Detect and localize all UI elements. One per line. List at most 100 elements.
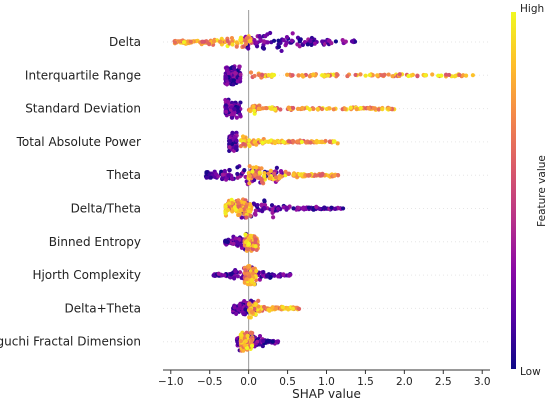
- shap-point: [300, 74, 306, 79]
- shap-point: [358, 105, 363, 111]
- shap-point: [470, 73, 475, 78]
- shap-point: [340, 206, 346, 211]
- shap-point: [274, 165, 279, 170]
- shap-point: [255, 339, 260, 344]
- shap-point: [262, 198, 267, 203]
- shap-point: [247, 181, 252, 186]
- shap-point: [235, 240, 241, 246]
- shap-point: [367, 72, 372, 78]
- shap-point: [300, 105, 305, 111]
- shap-point: [245, 35, 250, 40]
- shap-point: [289, 38, 294, 43]
- shap-point: [247, 138, 252, 143]
- shap-point: [363, 73, 368, 78]
- shap-point: [243, 338, 248, 344]
- shap-point: [250, 271, 256, 276]
- shap-point: [246, 46, 251, 51]
- x-tick-label: 3.0: [474, 376, 491, 388]
- shap-point: [335, 141, 340, 146]
- shap-point: [325, 73, 331, 78]
- shap-point: [241, 141, 246, 147]
- shap-point: [297, 44, 302, 49]
- shap-point: [248, 330, 254, 335]
- shap-point: [259, 202, 264, 207]
- shap-point: [311, 72, 316, 77]
- shap-point: [323, 138, 328, 144]
- shap-point: [296, 306, 302, 311]
- shap-point: [236, 201, 241, 206]
- shap-point: [254, 268, 259, 274]
- shap-point: [415, 74, 420, 79]
- shap-point: [273, 306, 278, 311]
- shap-point: [185, 39, 190, 44]
- shap-point: [177, 39, 182, 44]
- shap-point: [228, 138, 233, 144]
- shap-point: [271, 171, 277, 176]
- shap-point: [254, 40, 259, 45]
- shap-point: [353, 72, 358, 78]
- shap-point: [331, 107, 336, 112]
- shap-point: [343, 39, 348, 44]
- shap-point: [247, 264, 252, 269]
- shap-point: [231, 65, 237, 71]
- shap-point: [273, 175, 278, 180]
- shap-point: [259, 166, 264, 171]
- shap-point: [270, 339, 275, 344]
- shap-point: [245, 246, 250, 252]
- shap-point: [257, 170, 262, 175]
- shap-point: [257, 175, 262, 181]
- shap-point: [278, 107, 283, 112]
- shap-point: [238, 339, 243, 344]
- shap-point: [268, 168, 273, 173]
- shap-point: [234, 311, 239, 316]
- feature-label: Delta/Theta: [71, 202, 141, 216]
- shap-point: [314, 138, 319, 144]
- x-axis-title: SHAP value: [292, 387, 361, 401]
- x-tick-label: −0.5: [197, 376, 223, 388]
- shap-point: [319, 139, 325, 145]
- shap-point: [249, 310, 254, 315]
- shap-point: [259, 180, 265, 185]
- shap-point: [281, 38, 286, 43]
- feature-label: Delta+Theta: [65, 301, 141, 315]
- shap-point: [236, 307, 241, 312]
- shap-point: [307, 173, 312, 178]
- shap-point: [243, 268, 248, 273]
- shap-point: [291, 172, 296, 177]
- shap-point: [204, 175, 209, 180]
- shap-point: [238, 207, 243, 212]
- shap-point: [262, 206, 267, 211]
- shap-point: [247, 315, 252, 320]
- shap-point: [349, 39, 355, 44]
- shap-point: [235, 165, 240, 170]
- shap-point: [230, 111, 235, 117]
- shap-point: [226, 173, 231, 178]
- shap-point: [261, 173, 267, 179]
- shap-point: [284, 41, 289, 46]
- colorbar-low-label: Low: [520, 366, 541, 378]
- shap-point: [253, 237, 258, 242]
- shap-point: [266, 72, 271, 78]
- shap-point: [246, 241, 252, 247]
- shap-point: [244, 215, 249, 220]
- shap-point: [224, 82, 230, 87]
- shap-point: [238, 332, 244, 337]
- shap-point: [237, 112, 243, 117]
- x-tick-label: 2.5: [435, 376, 452, 388]
- shap-point: [270, 207, 275, 212]
- shap-point: [224, 109, 229, 114]
- shap-point: [247, 143, 252, 149]
- shap-point: [241, 348, 246, 353]
- shap-point: [284, 35, 290, 40]
- shap-point: [372, 106, 377, 111]
- shap-point: [345, 73, 350, 79]
- shap-point: [224, 75, 229, 80]
- shap-point: [348, 105, 353, 110]
- x-tick-label: 0.0: [240, 376, 257, 388]
- shap-point: [243, 232, 248, 237]
- shap-point: [245, 282, 251, 287]
- shap-point: [311, 207, 316, 212]
- shap-point: [227, 168, 232, 173]
- shap-point: [230, 130, 235, 135]
